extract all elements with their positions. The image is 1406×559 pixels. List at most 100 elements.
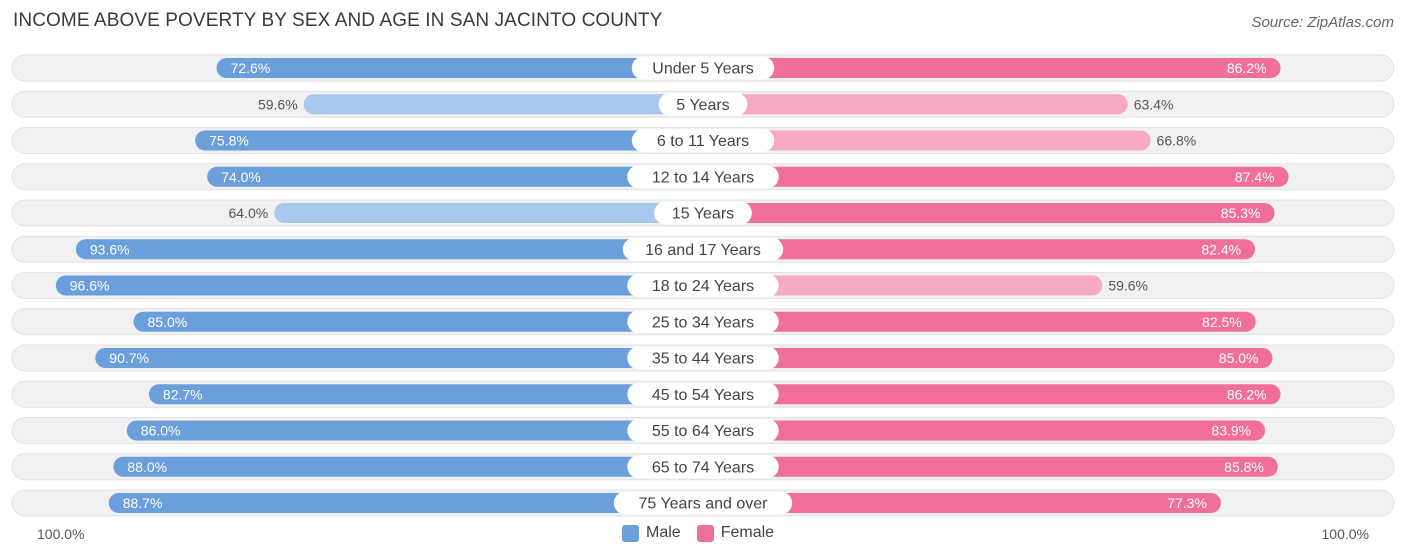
male-bar bbox=[113, 456, 703, 477]
chart-row: 82.7% 86.2% 45 to 54 Years bbox=[11, 380, 1395, 408]
category-pill bbox=[627, 274, 779, 297]
male-bar bbox=[195, 130, 703, 151]
male-bar bbox=[303, 94, 703, 115]
female-value-label: 87.4% bbox=[1235, 169, 1275, 185]
category-label: 45 to 54 Years bbox=[652, 387, 754, 404]
category-pill bbox=[627, 419, 779, 442]
female-bar bbox=[703, 166, 1289, 187]
category-label: 55 to 64 Years bbox=[652, 423, 754, 440]
legend-item-female: Female bbox=[696, 524, 775, 542]
male-bar bbox=[75, 239, 703, 260]
female-value-label: 83.9% bbox=[1211, 423, 1251, 439]
female-value-label: 85.3% bbox=[1221, 205, 1261, 221]
category-pill bbox=[631, 56, 775, 80]
male-bar bbox=[126, 420, 704, 441]
category-pill bbox=[627, 346, 779, 370]
legend: Male Female bbox=[622, 524, 782, 542]
female-value-label: 59.6% bbox=[1108, 278, 1148, 294]
category-label: 5 Years bbox=[676, 97, 729, 114]
female-value-label: 82.5% bbox=[1202, 314, 1242, 330]
female-bar bbox=[703, 275, 1103, 296]
axis-right-label: 100.0% bbox=[1321, 526, 1369, 542]
male-bar bbox=[207, 166, 703, 187]
chart-row: 72.6% 86.2% Under 5 Years bbox=[11, 54, 1395, 82]
category-label: 25 to 34 Years bbox=[652, 314, 754, 331]
female-value-label: 82.4% bbox=[1201, 241, 1241, 257]
chart-row: 86.0% 83.9% 55 to 64 Years bbox=[11, 417, 1395, 444]
male-value-label: 85.0% bbox=[148, 314, 188, 330]
male-value-label: 86.0% bbox=[141, 423, 181, 439]
category-pill bbox=[627, 455, 779, 479]
category-pill bbox=[627, 165, 779, 189]
source-label: Source: ZipAtlas.com bbox=[1251, 14, 1394, 31]
category-label: 15 Years bbox=[672, 206, 734, 223]
category-label: 18 to 24 Years bbox=[652, 278, 754, 295]
chart-title: INCOME ABOVE POVERTY BY SEX AND AGE IN S… bbox=[13, 10, 663, 31]
category-label: Under 5 Years bbox=[652, 61, 753, 78]
female-value-label: 86.2% bbox=[1227, 386, 1267, 402]
category-label: 16 and 17 Years bbox=[645, 242, 761, 259]
category-label: 6 to 11 Years bbox=[657, 133, 749, 150]
category-pill bbox=[654, 201, 752, 225]
male-value-label: 88.7% bbox=[123, 495, 163, 511]
chart-row: 93.6% 82.4% 16 and 17 Years bbox=[11, 235, 1395, 263]
female-bar bbox=[703, 311, 1256, 332]
male-value-label: 82.7% bbox=[163, 386, 203, 402]
female-bar bbox=[703, 493, 1221, 513]
male-value-label: 74.0% bbox=[221, 169, 261, 185]
legend-swatch-female bbox=[696, 524, 714, 542]
male-bar bbox=[274, 203, 703, 223]
male-bar bbox=[108, 493, 703, 513]
category-pill bbox=[627, 382, 779, 406]
category-label: 12 to 14 Years bbox=[652, 169, 754, 186]
male-value-label: 59.6% bbox=[258, 96, 298, 112]
chart-row: 64.0% 85.3% 15 Years bbox=[11, 199, 1395, 227]
male-value-label: 64.0% bbox=[228, 205, 268, 221]
category-pill bbox=[631, 129, 775, 152]
chart-row: 74.0% 87.4% 12 to 14 Years bbox=[11, 163, 1395, 191]
male-bar bbox=[133, 311, 703, 332]
female-value-label: 63.4% bbox=[1134, 96, 1174, 112]
chart-row: 59.6% 63.4% 5 Years bbox=[11, 90, 1395, 118]
category-label: 35 to 44 Years bbox=[652, 351, 754, 368]
female-bar bbox=[703, 384, 1281, 405]
male-value-label: 75.8% bbox=[209, 133, 249, 149]
legend-label-male: Male bbox=[646, 524, 681, 541]
male-value-label: 90.7% bbox=[109, 350, 149, 366]
chart-row: 85.0% 82.5% 25 to 34 Years bbox=[11, 308, 1395, 336]
male-bar bbox=[55, 275, 703, 296]
female-bar bbox=[703, 130, 1151, 151]
legend-label-female: Female bbox=[720, 524, 775, 541]
female-bar bbox=[703, 203, 1275, 223]
male-value-label: 88.0% bbox=[127, 459, 167, 475]
category-label: 75 Years and over bbox=[639, 496, 769, 513]
chart-row: 88.7% 77.3% 75 Years and over bbox=[11, 489, 1395, 517]
female-value-label: 77.3% bbox=[1167, 495, 1207, 511]
female-bar bbox=[703, 239, 1256, 260]
legend-item-male: Male bbox=[622, 524, 681, 542]
female-bar bbox=[703, 94, 1128, 115]
female-value-label: 86.2% bbox=[1227, 60, 1267, 76]
category-pill bbox=[613, 491, 793, 515]
female-bar bbox=[703, 420, 1266, 441]
male-value-label: 72.6% bbox=[231, 60, 271, 76]
category-label: 65 to 74 Years bbox=[652, 459, 754, 476]
axis-left-label: 100.0% bbox=[37, 526, 85, 542]
chart-row: 88.0% 85.8% 65 to 74 Years bbox=[11, 453, 1395, 481]
category-pill bbox=[658, 92, 748, 116]
male-value-label: 93.6% bbox=[90, 241, 130, 257]
male-bar bbox=[148, 384, 703, 405]
female-bar bbox=[703, 456, 1278, 477]
female-value-label: 85.0% bbox=[1219, 350, 1259, 366]
female-value-label: 66.8% bbox=[1157, 133, 1197, 149]
chart-row: 90.7% 85.0% 35 to 44 Years bbox=[11, 344, 1395, 372]
legend-swatch-male bbox=[622, 524, 639, 542]
bar-chart: 72.6% 86.2% Under 5 Years 59.6% 63.4% 5 Years… bbox=[11, 54, 1395, 517]
female-value-label: 85.8% bbox=[1224, 459, 1264, 475]
chart-row: 96.6% 59.6% 18 to 24 Years bbox=[11, 272, 1395, 299]
male-value-label: 96.6% bbox=[70, 278, 110, 294]
male-bar bbox=[216, 58, 703, 78]
female-bar bbox=[703, 348, 1273, 368]
male-bar bbox=[95, 348, 703, 368]
category-pill bbox=[622, 237, 784, 261]
